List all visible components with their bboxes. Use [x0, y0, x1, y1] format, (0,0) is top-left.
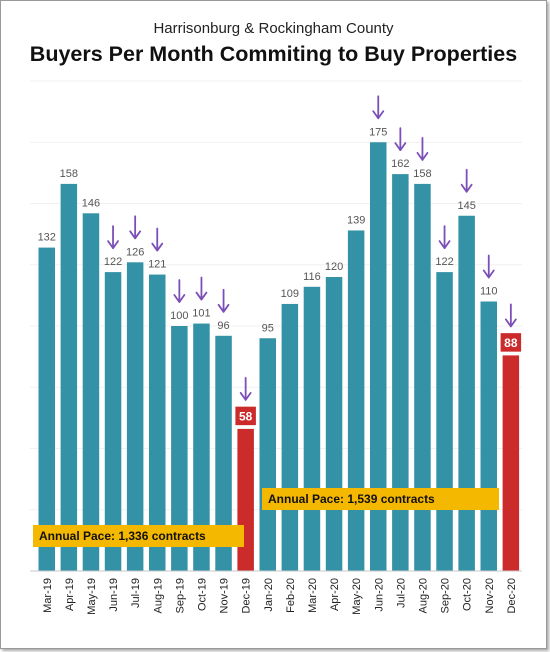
data-label: 175 — [369, 126, 387, 138]
x-tick-label: Feb-20 — [285, 578, 297, 613]
bar-sep-20 — [436, 272, 453, 571]
annual-pace-2020-label: Annual Pace: 1,539 contracts — [262, 488, 499, 510]
value-badge — [233, 405, 258, 427]
annual-pace-2019-label: Annual Pace: 1,336 contracts — [33, 525, 244, 547]
x-tick-label: Jul-19 — [130, 578, 142, 608]
x-tick-label: Dec-19 — [241, 578, 253, 613]
bar-sep-19 — [171, 326, 188, 571]
bar-aug-19 — [149, 274, 166, 571]
bar-dec-19 — [237, 428, 254, 571]
data-label: 122 — [435, 256, 453, 268]
bar-feb-20 — [281, 303, 299, 571]
arrow-head-icon — [239, 391, 252, 401]
x-tick-label: Aug-20 — [417, 578, 429, 613]
arrow-head-icon — [504, 318, 517, 328]
data-label: 162 — [391, 158, 409, 170]
arrow-head-icon — [107, 240, 119, 250]
arrow-head-icon — [129, 230, 142, 240]
data-label: 120 — [325, 261, 343, 273]
arrow-head-icon — [151, 242, 164, 252]
data-label: 145 — [457, 200, 475, 212]
bar-dec-20 — [502, 355, 520, 571]
x-tick-label: Jun-20 — [373, 578, 385, 612]
data-label: 126 — [126, 246, 144, 258]
data-label: 95 — [262, 322, 274, 334]
data-label: 116 — [303, 271, 321, 283]
bar-nov-20 — [480, 301, 497, 571]
bar-mar-20 — [303, 286, 321, 571]
x-tick-label: Dec-20 — [506, 578, 518, 613]
arrow-head-icon — [173, 294, 186, 303]
bar-jun-20 — [370, 142, 387, 571]
data-label: 139 — [347, 214, 365, 226]
data-label: 58 — [239, 409, 253, 423]
data-label: 146 — [82, 197, 100, 209]
chart-title: Buyers Per Month Commiting to Buy Proper… — [29, 42, 518, 66]
bar-jul-20 — [392, 174, 409, 571]
x-tick-label: Jan-20 — [263, 578, 275, 612]
bar-jun-19 — [104, 272, 122, 571]
x-tick-label: Apr-20 — [329, 578, 341, 611]
arrow-head-icon — [394, 142, 407, 152]
bar-nov-19 — [215, 335, 232, 571]
bar-aug-20 — [414, 183, 431, 571]
data-label: 121 — [148, 259, 166, 271]
data-label: 122 — [104, 256, 122, 268]
x-tick-label: Nov-20 — [484, 578, 496, 613]
x-tick-label: Nov-19 — [219, 578, 231, 613]
x-tick-label: Apr-19 — [64, 578, 76, 611]
x-tick-label: Mar-20 — [307, 578, 319, 613]
data-label: 109 — [281, 288, 299, 300]
x-tick-label: Mar-19 — [42, 578, 54, 613]
x-tick-label: Jul-20 — [395, 578, 407, 608]
bar-jan-20 — [259, 338, 276, 571]
data-label: 110 — [480, 286, 498, 298]
bar-jul-19 — [126, 262, 144, 571]
arrow-head-icon — [217, 303, 230, 313]
bar-oct-19 — [193, 323, 210, 571]
x-tick-label: May-20 — [351, 578, 363, 615]
x-tick-label: Jun-19 — [108, 578, 120, 612]
value-badge — [499, 331, 523, 354]
arrow-head-icon — [416, 151, 429, 161]
data-label: 101 — [192, 308, 210, 320]
bar-oct-20 — [458, 215, 475, 571]
bar-apr-19 — [60, 183, 78, 571]
bar-may-20 — [347, 230, 365, 571]
data-label: 96 — [217, 320, 229, 332]
data-label: 88 — [504, 336, 518, 350]
bar-may-19 — [82, 213, 100, 572]
bar-apr-20 — [325, 277, 343, 571]
data-label: 158 — [413, 168, 431, 180]
arrow-head-icon — [438, 240, 451, 250]
arrow-head-icon — [372, 110, 385, 120]
data-label: 100 — [170, 310, 188, 322]
chart-subtitle: Harrisonburg & Rockingham County — [153, 20, 394, 37]
arrow-head-icon — [460, 183, 473, 193]
arrow-head-icon — [482, 269, 495, 279]
x-tick-label: Oct-20 — [462, 578, 474, 611]
bar-mar-19 — [38, 247, 55, 571]
data-label: 158 — [60, 168, 78, 180]
x-tick-label: May-19 — [86, 578, 98, 615]
arrow-head-icon — [195, 291, 208, 301]
x-tick-label: Sep-20 — [440, 578, 452, 613]
x-tick-label: Sep-19 — [174, 578, 186, 613]
data-label: 132 — [38, 232, 56, 244]
x-tick-label: Aug-19 — [152, 578, 164, 613]
x-tick-label: Oct-19 — [196, 578, 208, 611]
